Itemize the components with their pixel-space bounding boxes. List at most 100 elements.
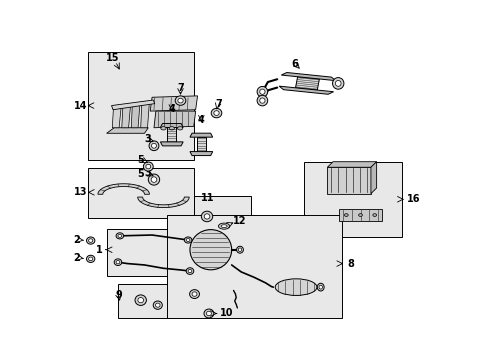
Polygon shape (160, 142, 183, 146)
Polygon shape (106, 128, 148, 133)
Polygon shape (370, 162, 376, 194)
Ellipse shape (335, 81, 340, 86)
Text: 4: 4 (198, 115, 204, 125)
Polygon shape (131, 104, 140, 128)
Text: 9: 9 (115, 291, 122, 301)
Ellipse shape (221, 225, 226, 228)
Bar (338, 209, 382, 221)
Text: 2: 2 (73, 235, 80, 245)
Polygon shape (154, 111, 195, 128)
Ellipse shape (218, 223, 229, 229)
Ellipse shape (213, 111, 219, 116)
Ellipse shape (138, 297, 143, 303)
Polygon shape (196, 137, 205, 152)
Ellipse shape (177, 127, 183, 130)
Ellipse shape (161, 127, 166, 130)
Ellipse shape (344, 214, 347, 216)
Ellipse shape (238, 248, 241, 251)
Text: 3: 3 (144, 168, 151, 179)
Bar (167, 215, 341, 318)
Ellipse shape (149, 141, 159, 150)
Ellipse shape (148, 174, 159, 185)
Text: 1: 1 (96, 245, 102, 255)
Ellipse shape (145, 164, 150, 169)
Ellipse shape (151, 177, 157, 183)
Bar (303, 162, 401, 237)
Text: 7: 7 (177, 82, 183, 93)
Ellipse shape (143, 162, 153, 171)
Ellipse shape (236, 246, 243, 253)
Ellipse shape (332, 77, 343, 89)
Text: 8: 8 (346, 258, 353, 269)
Bar (87, 51, 193, 159)
Ellipse shape (178, 98, 183, 103)
Ellipse shape (114, 259, 122, 266)
Ellipse shape (86, 255, 95, 262)
Ellipse shape (135, 295, 146, 305)
Polygon shape (98, 184, 149, 194)
Ellipse shape (259, 89, 264, 94)
Ellipse shape (118, 234, 122, 237)
Ellipse shape (257, 95, 267, 106)
Polygon shape (111, 100, 154, 110)
Ellipse shape (201, 211, 212, 222)
Text: 3: 3 (144, 134, 151, 144)
Polygon shape (326, 162, 376, 167)
Text: 14: 14 (74, 100, 87, 111)
Ellipse shape (86, 237, 95, 244)
Text: 11: 11 (201, 193, 215, 203)
Polygon shape (189, 152, 212, 156)
Text: 2: 2 (73, 253, 80, 263)
Polygon shape (150, 96, 197, 111)
Ellipse shape (155, 303, 160, 307)
Ellipse shape (203, 309, 213, 318)
Polygon shape (189, 133, 212, 137)
Ellipse shape (257, 86, 267, 97)
Bar (106, 229, 197, 276)
Ellipse shape (175, 96, 185, 105)
Ellipse shape (153, 301, 162, 309)
Ellipse shape (192, 292, 197, 296)
Ellipse shape (186, 268, 193, 274)
Polygon shape (122, 106, 130, 128)
Polygon shape (141, 102, 149, 128)
Ellipse shape (169, 127, 174, 130)
Ellipse shape (372, 214, 376, 216)
Ellipse shape (116, 261, 120, 264)
Polygon shape (167, 127, 176, 142)
Ellipse shape (275, 279, 316, 296)
Bar (193, 196, 250, 237)
Text: 6: 6 (291, 59, 298, 69)
Bar (87, 168, 193, 218)
Text: 15: 15 (105, 53, 119, 63)
Polygon shape (279, 86, 333, 94)
Polygon shape (112, 108, 121, 128)
Ellipse shape (188, 269, 191, 273)
Bar (118, 284, 171, 318)
Ellipse shape (151, 143, 156, 148)
Ellipse shape (189, 230, 231, 270)
Ellipse shape (211, 108, 222, 118)
Ellipse shape (88, 239, 93, 242)
Ellipse shape (358, 214, 362, 216)
Text: 5: 5 (137, 169, 144, 179)
Ellipse shape (317, 283, 324, 291)
Ellipse shape (318, 285, 322, 289)
Text: 13: 13 (74, 187, 87, 197)
Ellipse shape (116, 233, 123, 239)
Text: 7: 7 (215, 99, 222, 109)
Polygon shape (138, 197, 189, 208)
Ellipse shape (259, 98, 264, 103)
Text: 12: 12 (232, 216, 245, 226)
Ellipse shape (88, 257, 93, 261)
Ellipse shape (186, 238, 190, 242)
Ellipse shape (184, 237, 191, 243)
Bar (326, 167, 370, 194)
Text: 5: 5 (137, 155, 144, 165)
Polygon shape (160, 123, 183, 127)
Ellipse shape (204, 214, 209, 219)
Text: 16: 16 (407, 194, 420, 204)
Ellipse shape (206, 311, 211, 316)
Ellipse shape (189, 290, 199, 298)
Text: 4: 4 (168, 104, 175, 114)
